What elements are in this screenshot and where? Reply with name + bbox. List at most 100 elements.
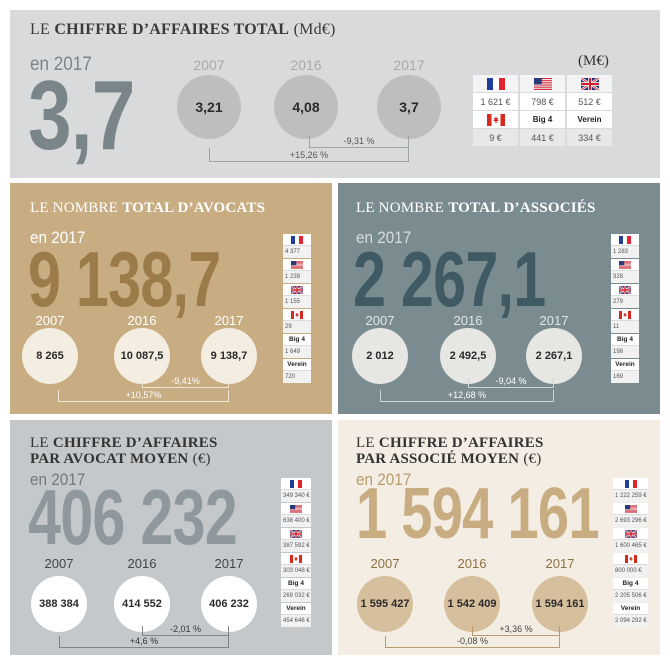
- title-line: LE CHIFFRE D’AFFAIRES: [356, 435, 548, 452]
- flag-us: [534, 78, 552, 90]
- table-head-cell: [281, 528, 311, 540]
- table-head-cell: [283, 259, 311, 271]
- flag-shape: [290, 530, 302, 538]
- flag-ca: [619, 311, 631, 319]
- year-label: en 2017: [356, 228, 412, 247]
- table-head-cell: [611, 309, 639, 321]
- flag-fr: [290, 480, 302, 488]
- title-line: PAR AVOCAT MOYEN (€): [30, 451, 222, 468]
- year: 2017: [214, 313, 244, 328]
- table-head-cell: [473, 75, 518, 92]
- flag-shape: [290, 555, 302, 563]
- table-head-cell: [520, 75, 565, 92]
- year-label: en 2017: [30, 228, 86, 247]
- change-bracket: [472, 626, 560, 636]
- value-circle: 2 012: [352, 328, 408, 384]
- value-circle: 388 384: [31, 576, 87, 632]
- flag-shape: [619, 311, 631, 319]
- title-segment: CHIFFRE D’AFFAIRES: [378, 435, 544, 451]
- flag-fr: [291, 236, 303, 244]
- year: 2017: [214, 556, 244, 571]
- table-value-cell: 303 048 €: [281, 565, 311, 577]
- table-head-cell: [281, 553, 311, 565]
- year-label: en 2017: [356, 470, 412, 489]
- title-segment: (€): [523, 450, 542, 467]
- change-label: +15,26 %: [289, 150, 329, 160]
- change-bracket: [309, 136, 409, 148]
- table-head-cell: Verein: [613, 603, 648, 615]
- table-head-cell: Big 4: [281, 578, 311, 590]
- panel-title: LE CHIFFRE D’AFFAIRES PAR ASSOCIÉ MOYEN (€): [356, 435, 548, 468]
- value-circle: 1 594 161: [532, 576, 588, 632]
- flag-fr: [625, 480, 637, 488]
- table-value-cell: 349 340 €: [281, 490, 311, 502]
- table-head-cell: Big 4: [283, 334, 311, 346]
- table-head-cell: [613, 528, 648, 540]
- year: 2007: [370, 556, 400, 571]
- flag-fr: [619, 236, 631, 244]
- title-segment: LE NOMBRE: [30, 200, 119, 216]
- table-head-cell: [283, 284, 311, 296]
- table-value-cell: 11: [611, 321, 639, 333]
- flag-ca: [625, 555, 637, 563]
- year: 2017: [539, 313, 569, 328]
- title-segment: TOTAL D’AVOCATS: [122, 200, 266, 216]
- value-circle: 1 542 409: [444, 576, 500, 632]
- table-value-cell: 512 €: [567, 93, 612, 110]
- change-bracket: [468, 378, 554, 388]
- flag-uk: [290, 530, 302, 538]
- title-line: LE CHIFFRE D’AFFAIRES TOTAL (Md€): [30, 21, 340, 39]
- title-segment: CHIFFRE D’AFFAIRES TOTAL: [54, 21, 290, 38]
- table-value-cell: 387 592 €: [281, 540, 311, 552]
- table-value-cell: 269 032 €: [281, 590, 311, 602]
- table-head-cell: [283, 309, 311, 321]
- title-segment: LE: [30, 435, 49, 451]
- value-circle: 4,08: [274, 75, 338, 139]
- flag-uk: [625, 530, 637, 538]
- value-circle: 406 232: [201, 576, 257, 632]
- table-value-cell: 334 €: [567, 129, 612, 146]
- table-head-cell: [613, 503, 648, 515]
- table-value-cell: 198: [611, 346, 639, 358]
- table-value-cell: 9 €: [473, 129, 518, 146]
- table-value-cell: 1 283: [611, 246, 639, 258]
- table-value-cell: 798 €: [520, 93, 565, 110]
- table-value-cell: 279: [611, 296, 639, 308]
- table-head-cell: [613, 553, 648, 565]
- table-value-cell: 29: [283, 321, 311, 333]
- change-label: +10,57%: [125, 390, 162, 400]
- year: 2017: [393, 57, 425, 73]
- value-circle: 2 492,5: [440, 328, 496, 384]
- title-segment: LE NOMBRE: [356, 200, 445, 216]
- flag-us: [290, 505, 302, 513]
- flag-shape: [291, 261, 303, 269]
- value-circle: 8 265: [22, 328, 78, 384]
- title-segment: LE: [356, 435, 375, 451]
- big-value: 2 267,1: [353, 235, 546, 323]
- big-value: 406 232: [28, 473, 238, 561]
- flag-us: [625, 505, 637, 513]
- change-bracket: [209, 148, 409, 162]
- flag-shape: [619, 236, 631, 244]
- flag-shape: [581, 78, 599, 90]
- table-unit: (M€): [578, 53, 609, 69]
- big-value: 1 594 161: [356, 474, 600, 554]
- flag-shape: [291, 286, 303, 294]
- table-head-cell: Big 4: [611, 334, 639, 346]
- flag-ca: [290, 555, 302, 563]
- flag-shape: [625, 555, 637, 563]
- table-head-cell: Verein: [283, 359, 311, 371]
- table-head-cell: [611, 284, 639, 296]
- flag-shape: [487, 78, 505, 90]
- table-head-cell: [283, 234, 311, 246]
- flag-us: [291, 261, 303, 269]
- panel-title: LE NOMBRE TOTAL D’ASSOCIÉS: [356, 200, 600, 217]
- flag-shape: [291, 311, 303, 319]
- panel-title: LE CHIFFRE D’AFFAIRES TOTAL (Md€): [30, 21, 340, 39]
- table-value-cell: 441 €: [520, 129, 565, 146]
- table-value-cell: 800 000 €: [613, 565, 648, 577]
- year: 2016: [127, 313, 157, 328]
- table-value-cell: 454 646 €: [281, 615, 311, 627]
- value-circle: 1 595 427: [357, 576, 413, 632]
- value-circle: 10 087,5: [114, 328, 170, 384]
